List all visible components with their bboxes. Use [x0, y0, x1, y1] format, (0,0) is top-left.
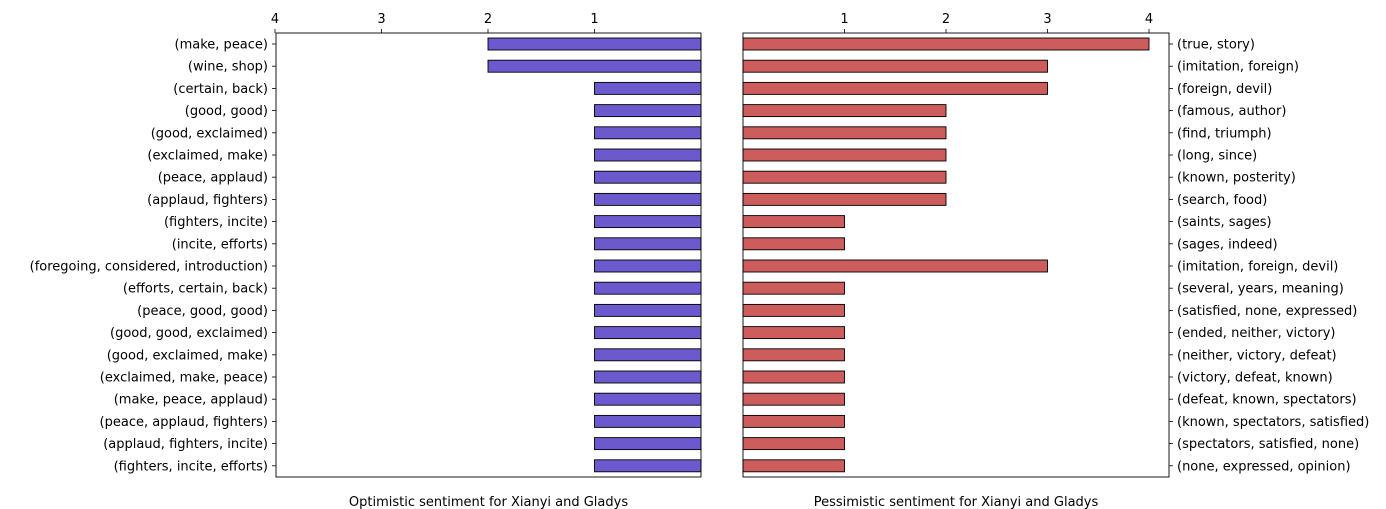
optimistic-category-label: (good, good, exclaimed) — [110, 326, 268, 341]
optimistic-category-label: (exclaimed, make) — [147, 149, 268, 164]
optimistic-bar — [487, 37, 702, 51]
pessimistic-category-label: (foreign, devil) — [1177, 82, 1272, 97]
pessimistic-x-tick-label: 4 — [1145, 12, 1153, 27]
optimistic-category-label: (fighters, incite, efforts) — [114, 459, 268, 474]
optimistic-category-label: (peace, applaud) — [158, 171, 268, 186]
pessimistic-bar — [742, 59, 1048, 73]
optimistic-category-label: (peace, good, good) — [137, 304, 268, 319]
optimistic-category-label: (foregoing, considered, introduction) — [30, 260, 268, 275]
pessimistic-category-label: (spectators, satisfied, none) — [1177, 437, 1359, 452]
pessimistic-category-label: (none, expressed, opinion) — [1177, 459, 1351, 474]
optimistic-category-label: (good, good) — [185, 104, 268, 119]
optimistic-category-label: (fighters, incite) — [164, 215, 268, 230]
optimistic-bar — [594, 81, 702, 95]
pessimistic-category-label: (find, triumph) — [1177, 126, 1272, 141]
pessimistic-bar — [742, 170, 947, 184]
optimistic-category-label: (wine, shop) — [188, 60, 268, 75]
optimistic-category-label: (incite, efforts) — [172, 237, 268, 252]
optimistic-category-label: (efforts, certain, back) — [123, 282, 268, 297]
optimistic-bar — [594, 215, 702, 229]
optimistic-x-tick-label: 4 — [271, 12, 279, 27]
pessimistic-bar — [742, 281, 845, 295]
optimistic-x-tick-label: 1 — [590, 12, 598, 27]
optimistic-bar — [594, 303, 702, 317]
pessimistic-bar — [742, 414, 845, 428]
optimistic-bar — [594, 392, 702, 406]
pessimistic-bar — [742, 348, 845, 362]
pessimistic-panel: (true, story) (imitation, foreign) (foreig… — [742, 12, 1369, 509]
optimistic-category-label: (peace, applaud, fighters) — [100, 415, 268, 430]
pessimistic-category-label: (several, years, meaning) — [1177, 282, 1344, 297]
optimistic-category-label: (exclaimed, make, peace) — [100, 371, 268, 386]
optimistic-bar — [594, 104, 702, 118]
optimistic-bar — [594, 459, 702, 473]
pessimistic-plot-frame — [742, 32, 1170, 478]
pessimistic-bar — [742, 303, 845, 317]
pessimistic-bar — [742, 215, 845, 229]
pessimistic-category-label: (known, spectators, satisfied) — [1177, 415, 1369, 430]
pessimistic-x-axis-label: Pessimistic sentiment for Xianyi and Gla… — [814, 495, 1099, 509]
pessimistic-bar — [742, 148, 947, 162]
pessimistic-category-label: (search, food) — [1177, 193, 1267, 208]
optimistic-bar — [594, 237, 702, 251]
pessimistic-bar — [742, 437, 845, 451]
optimistic-x-tick-label: 2 — [484, 12, 492, 27]
optimistic-bar — [594, 259, 702, 273]
pessimistic-category-label: (long, since) — [1177, 149, 1257, 164]
pessimistic-category-label: (imitation, foreign) — [1177, 60, 1299, 75]
optimistic-bar — [594, 281, 702, 295]
pessimistic-category-label: (imitation, foreign, devil) — [1177, 260, 1338, 275]
optimistic-bar — [594, 126, 702, 140]
pessimistic-category-label: (ended, neither, victory) — [1177, 326, 1335, 341]
pessimistic-x-tick-label: 2 — [942, 12, 950, 27]
optimistic-bar — [594, 148, 702, 162]
optimistic-category-label: (make, peace) — [175, 38, 268, 53]
optimistic-x-tick-label: 3 — [377, 12, 385, 27]
pessimistic-bar — [742, 392, 845, 406]
optimistic-x-axis-label: Optimistic sentiment for Xianyi and Glad… — [349, 495, 628, 509]
pessimistic-category-label: (victory, defeat, known) — [1177, 371, 1333, 386]
optimistic-bar — [594, 348, 702, 362]
pessimistic-bar — [742, 259, 1048, 273]
optimistic-category-label: (make, peace, applaud) — [114, 393, 268, 408]
pessimistic-bar — [742, 126, 947, 140]
optimistic-bar — [594, 170, 702, 184]
optimistic-category-label: (applaud, fighters) — [147, 193, 268, 208]
optimistic-bar — [487, 59, 702, 73]
optimistic-category-label: (applaud, fighters, incite) — [103, 437, 268, 452]
optimistic-bar — [594, 326, 702, 340]
optimistic-bar — [594, 414, 702, 428]
optimistic-bar — [594, 192, 702, 206]
pessimistic-x-tick-label: 3 — [1043, 12, 1051, 27]
pessimistic-bar — [742, 459, 845, 473]
pessimistic-category-label: (famous, author) — [1177, 104, 1286, 119]
pessimistic-category-label: (defeat, known, spectators) — [1177, 393, 1357, 408]
pessimistic-category-label: (satisfied, none, expressed) — [1177, 304, 1357, 319]
pessimistic-bar — [742, 104, 947, 118]
pessimistic-bar — [742, 81, 1048, 95]
optimistic-panel: (make, peace) (wine, shop) (certain, back)… — [30, 12, 702, 509]
pessimistic-bar — [742, 370, 845, 384]
optimistic-category-label: (certain, back) — [173, 82, 268, 97]
pessimistic-category-label: (neither, victory, defeat) — [1177, 348, 1337, 363]
optimistic-category-label: (good, exclaimed) — [151, 126, 268, 141]
pessimistic-category-label: (known, posterity) — [1177, 171, 1296, 186]
optimistic-category-label: (good, exclaimed, make) — [107, 348, 268, 363]
pessimistic-x-tick-label: 1 — [840, 12, 848, 27]
pessimistic-category-label: (saints, sages) — [1177, 215, 1272, 230]
pessimistic-bar — [742, 37, 1150, 51]
pessimistic-bar — [742, 237, 845, 251]
optimistic-bar — [594, 370, 702, 384]
optimistic-bar — [594, 437, 702, 451]
pessimistic-bar — [742, 326, 845, 340]
pessimistic-category-label: (true, story) — [1177, 38, 1255, 53]
pessimistic-category-label: (sages, indeed) — [1177, 237, 1278, 252]
pessimistic-bar — [742, 192, 947, 206]
optimistic-plot-frame — [275, 32, 702, 478]
